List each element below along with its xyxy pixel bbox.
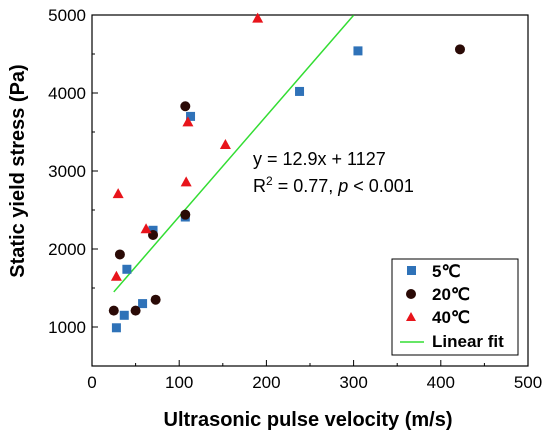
data-point-20c	[454, 44, 465, 55]
x-tick-label: 0	[87, 373, 96, 392]
x-tick-label: 400	[427, 373, 455, 392]
x-tick-label: 100	[165, 373, 193, 392]
data-point-5c	[111, 323, 121, 333]
y-tick-label: 1000	[48, 318, 86, 337]
data-point-5c	[186, 111, 196, 121]
legend-label-40c: 40℃	[432, 308, 470, 327]
data-point-40c	[182, 116, 194, 127]
fit-equation: y = 12.9x + 1127	[253, 149, 386, 169]
legend-marker-40c	[406, 312, 416, 321]
y-tick-label: 3000	[48, 162, 86, 181]
x-tick-label: 300	[339, 373, 367, 392]
linear-fit-line	[113, 14, 355, 293]
data-points	[108, 12, 465, 333]
legend-label-linear-fit: Linear fit	[432, 332, 504, 351]
data-point-20c	[150, 294, 161, 305]
data-point-40c	[219, 138, 231, 149]
data-point-5c	[119, 310, 129, 320]
fit-line-layer	[113, 14, 355, 293]
data-point-40c	[112, 188, 124, 199]
data-point-5c	[295, 86, 305, 96]
data-point-5c	[122, 264, 132, 274]
x-axis-ticks: 0 100 200 300 400 500	[87, 360, 542, 392]
data-point-40c	[180, 176, 192, 187]
p-symbol: p	[337, 176, 348, 196]
legend-label-5c: 5℃	[432, 262, 461, 281]
data-point-5c	[353, 46, 363, 56]
x-tick-label: 200	[252, 373, 280, 392]
y-axis-title: Static yield stress (Pa)	[7, 64, 29, 277]
data-point-20c	[180, 209, 191, 220]
r2-superscript: 2	[266, 174, 273, 188]
legend-marker-20c	[406, 289, 416, 299]
y-axis-ticks: 1000 2000 3000 4000 5000	[48, 6, 98, 367]
y-tick-label: 5000	[48, 6, 86, 25]
data-point-40c	[140, 223, 152, 234]
legend-label-20c: 20℃	[432, 285, 470, 304]
data-point-40c	[110, 270, 122, 281]
p-value: < 0.001	[348, 176, 414, 196]
data-point-20c	[130, 305, 141, 316]
data-point-40c	[252, 12, 264, 23]
legend: 5℃ 20℃ 40℃ Linear fit	[391, 258, 519, 356]
y-tick-label: 2000	[48, 240, 86, 259]
fit-statistics: R2 = 0.77, p < 0.001	[253, 174, 414, 196]
legend-marker-5c	[407, 266, 416, 275]
r2-value: = 0.77,	[273, 176, 339, 196]
r2-prefix: R	[253, 176, 266, 196]
data-point-20c	[108, 305, 119, 316]
fit-annotation: y = 12.9x + 1127 R2 = 0.77, p < 0.001	[253, 149, 414, 196]
data-point-20c	[114, 249, 125, 260]
x-tick-label: 500	[514, 373, 542, 392]
y-tick-label: 4000	[48, 84, 86, 103]
data-point-20c	[180, 101, 191, 112]
data-point-5c	[138, 299, 148, 309]
x-axis-title: Ultrasonic pulse velocity (m/s)	[164, 409, 453, 431]
